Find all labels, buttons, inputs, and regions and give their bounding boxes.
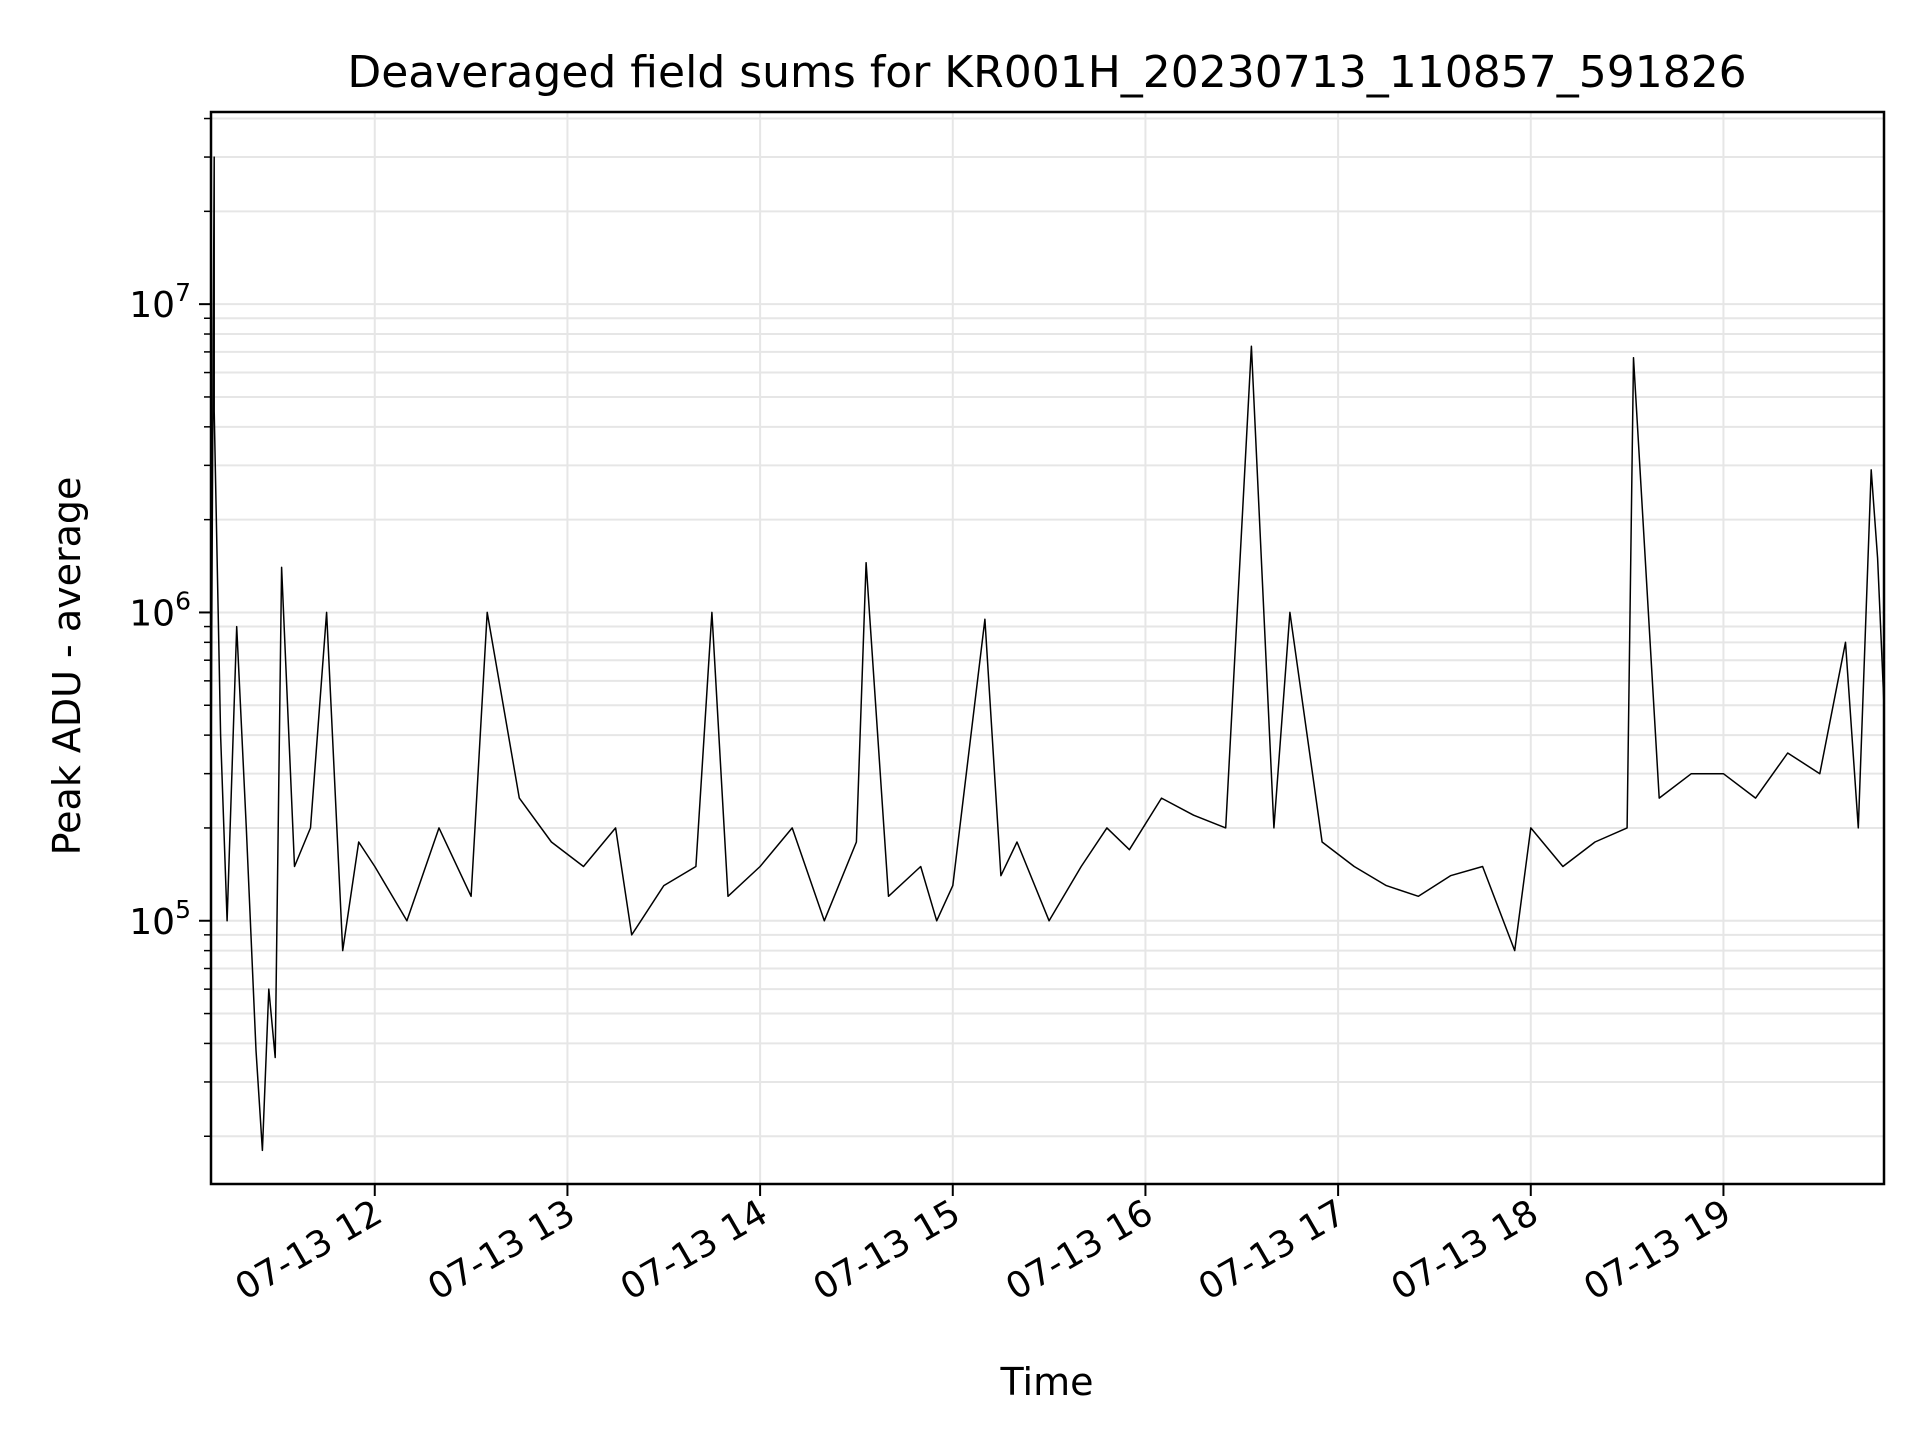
- x-tick-label: 07-13 18: [1385, 1192, 1546, 1308]
- grid-layer: [211, 112, 1884, 1184]
- x-tick-label: 07-13 13: [421, 1192, 582, 1308]
- series-line: [210, 156, 1885, 1152]
- x-tick-label: 07-13 17: [1192, 1192, 1353, 1308]
- x-tick-label: 07-13 12: [229, 1192, 390, 1308]
- y-tick-label: 105: [129, 895, 191, 943]
- series-layer: [210, 156, 1885, 1152]
- tick-layer: 105 106 107 07-13 12 07-13 13 07-13 14 07-13 1…: [129, 117, 1738, 1309]
- chart-title: Deaveraged field sums for KR001H_2023071…: [347, 47, 1746, 98]
- y-tick-label: 107: [129, 278, 191, 326]
- y-tick-label: 106: [129, 586, 191, 634]
- plot-frame: [209, 110, 1886, 1186]
- x-tick-label: 07-13 14: [614, 1192, 775, 1308]
- y-axis-label: Peak ADU - average: [45, 477, 89, 856]
- x-tick-label: 07-13 16: [999, 1192, 1160, 1308]
- x-tick-label: 07-13 15: [807, 1192, 968, 1308]
- x-axis-label: Time: [1000, 1360, 1094, 1404]
- x-tick-label: 07-13 19: [1577, 1192, 1738, 1308]
